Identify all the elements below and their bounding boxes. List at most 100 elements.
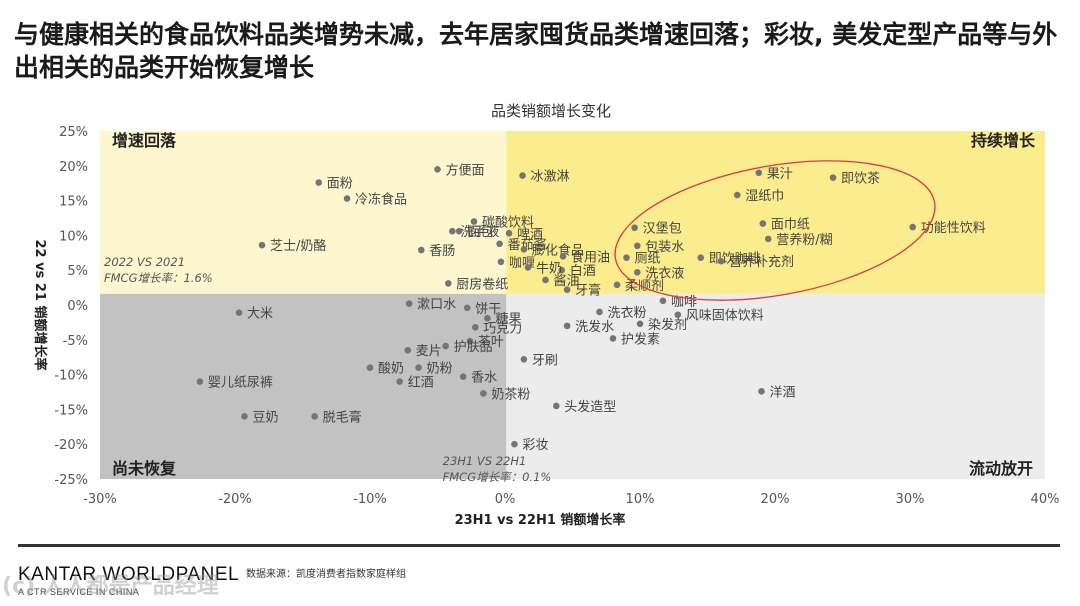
data-point — [563, 286, 571, 293]
data-point — [480, 390, 487, 397]
chart-title: 品类销额增长变化 — [491, 102, 611, 120]
data-point — [235, 309, 243, 316]
data-point — [609, 335, 617, 342]
data-point-label: 婴儿纸尿裤 — [208, 376, 273, 391]
y-axis-ticks: 25% 20% 15% 10% 5% 0% -5% -10% -15% -20% -25% — [54, 125, 88, 488]
data-point-label: 汉堡包 — [643, 221, 682, 237]
data-point-label: 柔顺剂 — [625, 279, 664, 294]
data-point-label: 染发剂 — [648, 317, 687, 333]
x-axis-title: 23H1 vs 22H1 销额增长率 — [455, 512, 626, 528]
quadrant-label-top-right: 持续增长 — [971, 131, 1036, 150]
fmcg-y-ref-label-2: FMCG增长率：1.6% — [104, 271, 213, 285]
y-tick-label: -5% — [63, 334, 88, 349]
data-point-label: 洗衣液 — [645, 265, 684, 281]
y-tick-label: -25% — [54, 473, 88, 488]
data-point — [463, 304, 471, 312]
data-point — [472, 323, 479, 331]
x-tick-label: -10% — [353, 492, 387, 507]
data-point — [559, 252, 567, 260]
data-point-label: 食用油 — [571, 249, 610, 265]
data-point — [717, 257, 725, 265]
y-tick-label: 10% — [59, 229, 88, 244]
y-tick-label: 5% — [67, 264, 88, 279]
data-point — [445, 280, 452, 287]
x-tick-label: 30% — [896, 492, 925, 507]
data-point-label: 牙膏 — [575, 283, 601, 299]
quadrant-label-bottom-left: 尚未恢复 — [112, 459, 177, 478]
data-point — [758, 388, 765, 395]
y-tick-label: 25% — [59, 125, 88, 140]
quadrant-bottom-right — [506, 293, 1046, 479]
brand-logo-text: KANTAR WORLDPANEL — [18, 564, 240, 585]
data-point-label: 脱毛膏 — [323, 409, 362, 425]
footer-divider — [18, 544, 1060, 547]
x-tick-label: -20% — [218, 492, 252, 507]
data-point-label: 碳酸饮料 — [482, 215, 534, 230]
data-point-label: 厨房卷纸 — [456, 276, 508, 292]
data-point-label: 果汁 — [767, 167, 793, 182]
data-point — [909, 223, 916, 231]
data-point-label: 护发素 — [621, 331, 660, 347]
data-point-label: 彩妆 — [522, 438, 548, 453]
data-point-label: 膨化食品 — [532, 242, 584, 258]
data-point-label: 奶粉 — [427, 362, 453, 377]
x-tick-label: 0% — [495, 492, 516, 507]
watermark: (c) 人人都是产品经理 — [2, 574, 219, 599]
data-point-label: 洗衣粉 — [608, 305, 647, 321]
data-point-label: 包装水 — [645, 240, 684, 255]
data-point — [520, 355, 528, 363]
data-point — [258, 241, 266, 249]
data-point-label: 营养粉/糊 — [776, 232, 832, 248]
data-point-label: 芝士/奶酪 — [270, 238, 326, 254]
data-point — [631, 224, 638, 232]
data-point-label: 洗发水 — [575, 319, 614, 335]
data-point-label: 方便面 — [446, 162, 485, 178]
data-point-label: 面包 — [467, 225, 493, 240]
data-point-label: 冷冻食品 — [355, 192, 407, 208]
data-point — [466, 337, 474, 345]
data-point — [759, 220, 767, 227]
data-point — [636, 320, 644, 328]
fmcg-x-ref-label-2: FMCG增长率：0.1% — [443, 470, 552, 484]
data-point — [470, 218, 478, 225]
y-tick-label: 0% — [67, 299, 88, 314]
data-point — [434, 165, 441, 173]
x-tick-label: 20% — [761, 492, 790, 507]
quadrant-label-bottom-right: 流动放开 — [969, 459, 1033, 478]
data-point — [366, 364, 374, 371]
data-point — [404, 346, 412, 354]
data-point-label: 麦片 — [416, 344, 442, 359]
growth-highlight-ellipse — [614, 160, 936, 301]
data-point-label: 番茄酱 — [508, 238, 547, 253]
x-tick-label: 10% — [626, 492, 655, 507]
data-point — [442, 342, 449, 350]
x-axis-ticks: -30% -20% -10% 0% 10% 20% 30% 40% — [83, 492, 1059, 507]
data-point-label: 香水 — [471, 371, 497, 386]
data-point — [519, 172, 526, 179]
data-point — [241, 413, 248, 420]
data-point — [415, 364, 422, 371]
quadrant-label-top-left: 增速回落 — [112, 131, 177, 150]
data-point — [755, 169, 763, 177]
y-tick-label: -10% — [54, 369, 88, 384]
data-point-label: 酸奶 — [378, 362, 404, 377]
quadrant-bottom-left — [100, 293, 507, 479]
data-point — [764, 235, 772, 243]
data-point-label: 面粉 — [327, 177, 353, 192]
data-point — [315, 179, 323, 186]
data-point — [455, 227, 463, 235]
data-point — [553, 402, 560, 410]
data-point — [405, 300, 413, 307]
data-point-label: 啤酒 — [517, 227, 543, 242]
quadrant-backgrounds — [100, 131, 1046, 479]
data-point — [524, 264, 532, 271]
data-point-label: 漱口水 — [417, 298, 456, 313]
data-point-label: 护肤品 — [454, 340, 493, 355]
data-point — [449, 227, 456, 235]
data-point — [542, 276, 549, 284]
x-tick-label: -30% — [83, 492, 117, 507]
fmcg-x-ref-label-1: 23H1 VS 22H1 — [443, 454, 527, 468]
